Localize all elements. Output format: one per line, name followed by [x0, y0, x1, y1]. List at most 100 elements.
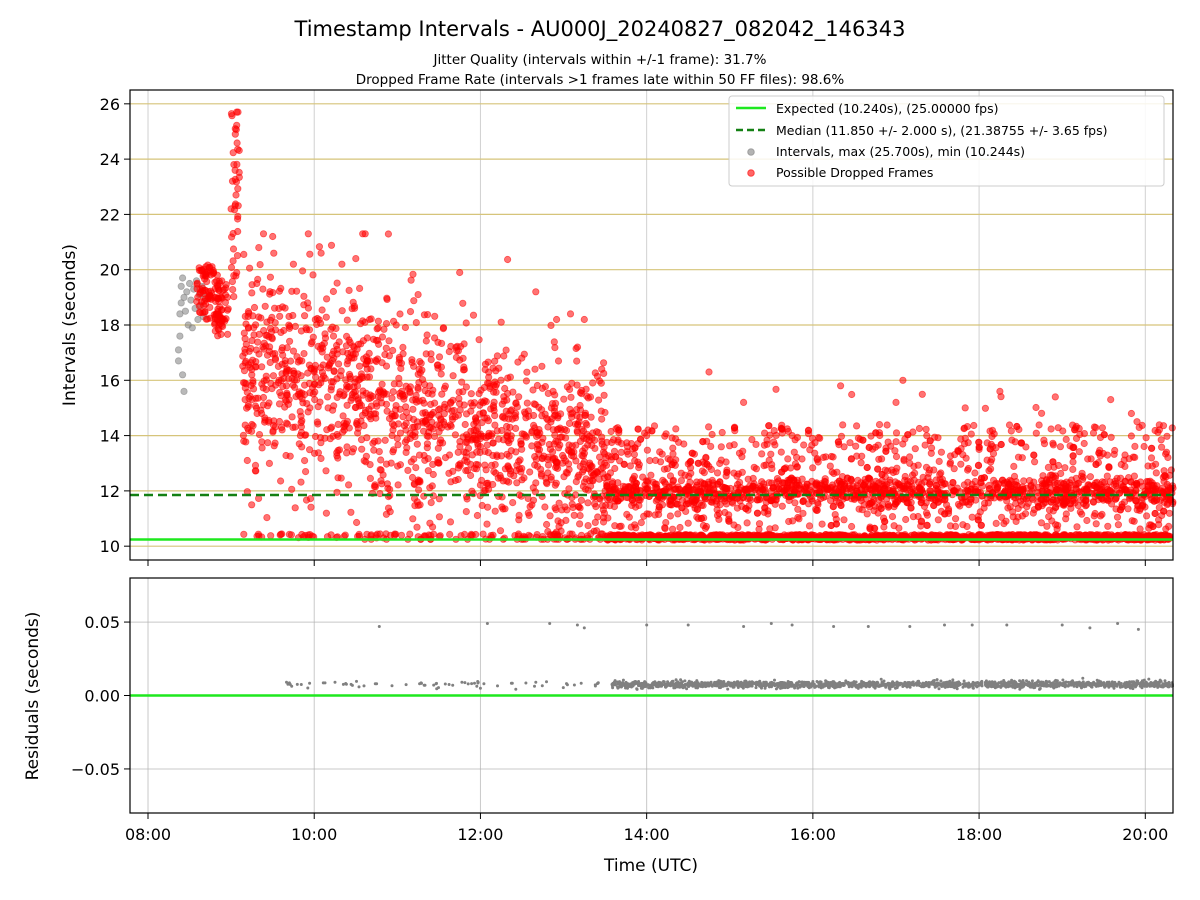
- dropped-frame-point: [749, 482, 757, 491]
- dropped-frame-point: [911, 445, 919, 453]
- dropped-frame-point: [305, 361, 313, 369]
- dropped-frame-point: [1148, 481, 1156, 490]
- dropped-frame-point: [533, 462, 542, 470]
- dropped-frame-point: [447, 422, 455, 430]
- dropped-frame-point: [1031, 458, 1039, 466]
- dropped-frame-point: [463, 466, 472, 474]
- dropped-frame-point: [860, 532, 869, 540]
- dropped-frame-point: [1150, 497, 1158, 505]
- dropped-frame-point: [809, 464, 817, 472]
- dropped-frame-point: [475, 336, 483, 344]
- dropped-frame-point: [329, 432, 337, 440]
- dropped-frame-point: [1052, 503, 1060, 511]
- dropped-frame-point: [1149, 522, 1157, 531]
- dropped-frame-point: [363, 357, 371, 365]
- dropped-frame-point: [1086, 531, 1094, 539]
- dropped-frame-point: [506, 407, 515, 415]
- dropped-frame-point: [544, 461, 553, 469]
- dropped-frame-point: [397, 531, 406, 539]
- dropped-frame-point: [358, 445, 366, 453]
- dropped-frame-point: [870, 524, 879, 532]
- dropped-frame-point: [970, 421, 978, 430]
- dropped-frame-point: [319, 361, 327, 369]
- dropped-frame-point: [470, 426, 478, 435]
- dropped-frame-point: [259, 343, 267, 351]
- dropped-frame-point: [518, 430, 526, 438]
- dropped-frame-point: [568, 442, 576, 450]
- dropped-frame-point: [837, 501, 845, 509]
- dropped-frame-point: [420, 451, 428, 460]
- dropped-frame-point: [599, 359, 608, 367]
- dropped-frame-point: [216, 279, 224, 288]
- dropped-frame-point: [560, 425, 569, 434]
- dropped-frame-point: [387, 459, 395, 467]
- dropped-frame-point: [672, 485, 680, 493]
- dropped-frame-point: [248, 289, 256, 297]
- dropped-frame-point: [365, 412, 373, 420]
- dropped-frame-point: [240, 250, 248, 258]
- dropped-frame-point: [274, 362, 282, 370]
- dropped-frame-point: [941, 496, 949, 504]
- dropped-frame-point: [481, 365, 489, 374]
- interval-point: [188, 324, 196, 332]
- dropped-frame-point: [378, 333, 387, 341]
- dropped-frame-point: [651, 511, 659, 519]
- dropped-frame-point: [565, 419, 574, 427]
- dropped-frame-point: [522, 377, 531, 385]
- dropped-frame-point: [384, 504, 393, 512]
- dropped-frame-point: [305, 446, 314, 454]
- dropped-frame-point: [289, 347, 298, 355]
- dropped-frame-point: [614, 497, 622, 505]
- dropped-frame-point: [380, 325, 388, 333]
- dropped-frame-point: [339, 392, 347, 400]
- dropped-frame-point: [964, 487, 972, 495]
- dropped-frame-point: [587, 530, 595, 538]
- dropped-frame-point: [832, 520, 841, 528]
- dropped-frame-point: [798, 455, 806, 463]
- dropped-frame-point: [899, 440, 907, 448]
- dropped-frame-point: [922, 463, 931, 471]
- dropped-frame-point: [1124, 505, 1132, 513]
- dropped-frame-point: [427, 400, 435, 408]
- dropped-frame-point: [1044, 463, 1053, 471]
- dropped-frame-point: [545, 440, 553, 449]
- dropped-frame-point: [362, 452, 370, 460]
- dropped-frame-point: [227, 263, 236, 272]
- dropped-frame-point: [701, 524, 710, 532]
- dropped-frame-point: [473, 448, 481, 456]
- dropped-frame-point: [893, 464, 901, 472]
- dropped-frame-point: [573, 357, 581, 365]
- dropped-frame-point: [762, 461, 770, 469]
- dropped-frame-point: [437, 436, 445, 444]
- dropped-frame-point: [599, 518, 608, 526]
- dropped-frame-point: [549, 387, 557, 395]
- dropped-frame-point: [804, 426, 813, 434]
- dropped-frame-point: [889, 531, 897, 540]
- dropped-frame-point: [1135, 423, 1143, 431]
- dropped-frame-point: [1047, 425, 1055, 433]
- dropped-frame-point: [452, 353, 460, 361]
- dropped-frame-point: [322, 467, 330, 475]
- dropped-frame-point: [295, 356, 304, 364]
- dropped-frame-point: [532, 479, 540, 487]
- dropped-frame-point: [594, 513, 602, 521]
- dropped-frame-point: [409, 270, 417, 278]
- dropped-frame-point: [1039, 472, 1047, 480]
- dropped-frame-point: [291, 322, 299, 330]
- dropped-frame-point: [917, 522, 925, 530]
- dropped-frame-point: [1049, 441, 1058, 449]
- dropped-frame-point: [459, 299, 467, 307]
- dropped-frame-point: [503, 255, 512, 264]
- dropped-frame-point: [429, 530, 438, 538]
- dropped-frame-point: [233, 252, 242, 260]
- dropped-frame-point: [464, 433, 472, 441]
- dropped-frame-point: [874, 465, 882, 473]
- dropped-frame-point: [591, 369, 599, 377]
- dropped-frame-point: [589, 379, 597, 387]
- dropped-frame-point: [1080, 439, 1088, 448]
- dropped-frame-point: [301, 467, 310, 476]
- dropped-frame-point: [446, 530, 454, 539]
- dropped-frame-point: [240, 437, 248, 445]
- dropped-frame-point: [1026, 531, 1035, 539]
- dropped-frame-point: [282, 451, 290, 460]
